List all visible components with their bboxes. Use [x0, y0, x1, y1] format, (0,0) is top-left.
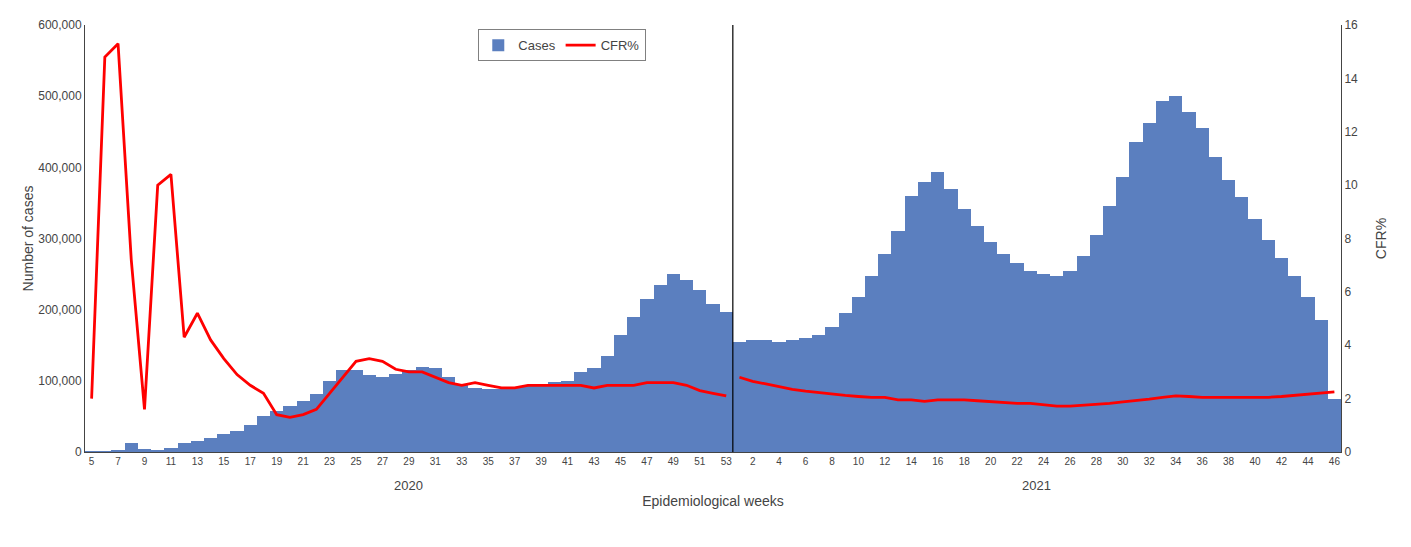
svg-text:22: 22 — [1012, 456, 1024, 467]
svg-text:24: 24 — [1038, 456, 1050, 467]
svg-text:47: 47 — [641, 456, 653, 467]
svg-text:20: 20 — [985, 456, 997, 467]
svg-text:CFR%: CFR% — [1373, 218, 1389, 259]
svg-text:49: 49 — [668, 456, 680, 467]
svg-text:53: 53 — [721, 456, 733, 467]
svg-text:17: 17 — [245, 456, 257, 467]
svg-text:35: 35 — [483, 456, 495, 467]
svg-text:0: 0 — [1344, 445, 1351, 459]
svg-text:Epidemiological weeks: Epidemiological weeks — [642, 493, 784, 509]
svg-text:Number of cases: Number of cases — [20, 186, 36, 292]
svg-text:500,000: 500,000 — [38, 89, 82, 103]
svg-text:27: 27 — [377, 456, 389, 467]
svg-text:43: 43 — [588, 456, 600, 467]
svg-text:4: 4 — [776, 456, 782, 467]
svg-text:23: 23 — [324, 456, 336, 467]
svg-text:5: 5 — [89, 456, 95, 467]
svg-text:16: 16 — [1344, 18, 1358, 32]
svg-text:21: 21 — [298, 456, 310, 467]
svg-text:14: 14 — [906, 456, 918, 467]
svg-text:36: 36 — [1197, 456, 1209, 467]
svg-text:CFR%: CFR% — [601, 38, 640, 53]
svg-text:45: 45 — [615, 456, 627, 467]
svg-text:46: 46 — [1329, 456, 1341, 467]
svg-text:44: 44 — [1302, 456, 1314, 467]
svg-text:9: 9 — [142, 456, 148, 467]
svg-text:37: 37 — [509, 456, 521, 467]
svg-text:7: 7 — [115, 456, 121, 467]
svg-text:8: 8 — [1344, 232, 1351, 246]
svg-text:16: 16 — [932, 456, 944, 467]
svg-text:29: 29 — [403, 456, 415, 467]
svg-text:19: 19 — [271, 456, 283, 467]
svg-text:400,000: 400,000 — [38, 161, 82, 175]
svg-text:10: 10 — [853, 456, 865, 467]
svg-text:300,000: 300,000 — [38, 232, 82, 246]
svg-text:31: 31 — [430, 456, 442, 467]
svg-text:12: 12 — [1344, 125, 1358, 139]
svg-text:4: 4 — [1344, 338, 1351, 352]
svg-text:34: 34 — [1170, 456, 1182, 467]
svg-text:8: 8 — [829, 456, 835, 467]
svg-text:2: 2 — [750, 456, 756, 467]
svg-text:600,000: 600,000 — [38, 18, 82, 32]
svg-text:6: 6 — [803, 456, 809, 467]
svg-text:51: 51 — [694, 456, 706, 467]
svg-text:39: 39 — [536, 456, 548, 467]
svg-text:41: 41 — [562, 456, 574, 467]
svg-text:42: 42 — [1276, 456, 1288, 467]
svg-text:15: 15 — [218, 456, 230, 467]
svg-text:10: 10 — [1344, 178, 1358, 192]
svg-text:30: 30 — [1117, 456, 1129, 467]
svg-text:32: 32 — [1144, 456, 1156, 467]
svg-text:100,000: 100,000 — [38, 374, 82, 388]
svg-text:11: 11 — [166, 456, 177, 467]
svg-text:14: 14 — [1344, 72, 1358, 86]
svg-text:2020: 2020 — [394, 478, 423, 493]
svg-text:28: 28 — [1091, 456, 1103, 467]
svg-text:18: 18 — [959, 456, 971, 467]
svg-text:2: 2 — [1344, 392, 1351, 406]
svg-text:Cases: Cases — [518, 38, 555, 53]
svg-text:6: 6 — [1344, 285, 1351, 299]
svg-text:200,000: 200,000 — [38, 303, 82, 317]
svg-text:40: 40 — [1249, 456, 1261, 467]
svg-text:13: 13 — [192, 456, 204, 467]
svg-text:0: 0 — [75, 445, 82, 459]
svg-text:33: 33 — [456, 456, 468, 467]
svg-text:25: 25 — [350, 456, 362, 467]
svg-text:12: 12 — [879, 456, 891, 467]
svg-text:26: 26 — [1064, 456, 1076, 467]
svg-text:2021: 2021 — [1022, 478, 1051, 493]
svg-text:38: 38 — [1223, 456, 1235, 467]
